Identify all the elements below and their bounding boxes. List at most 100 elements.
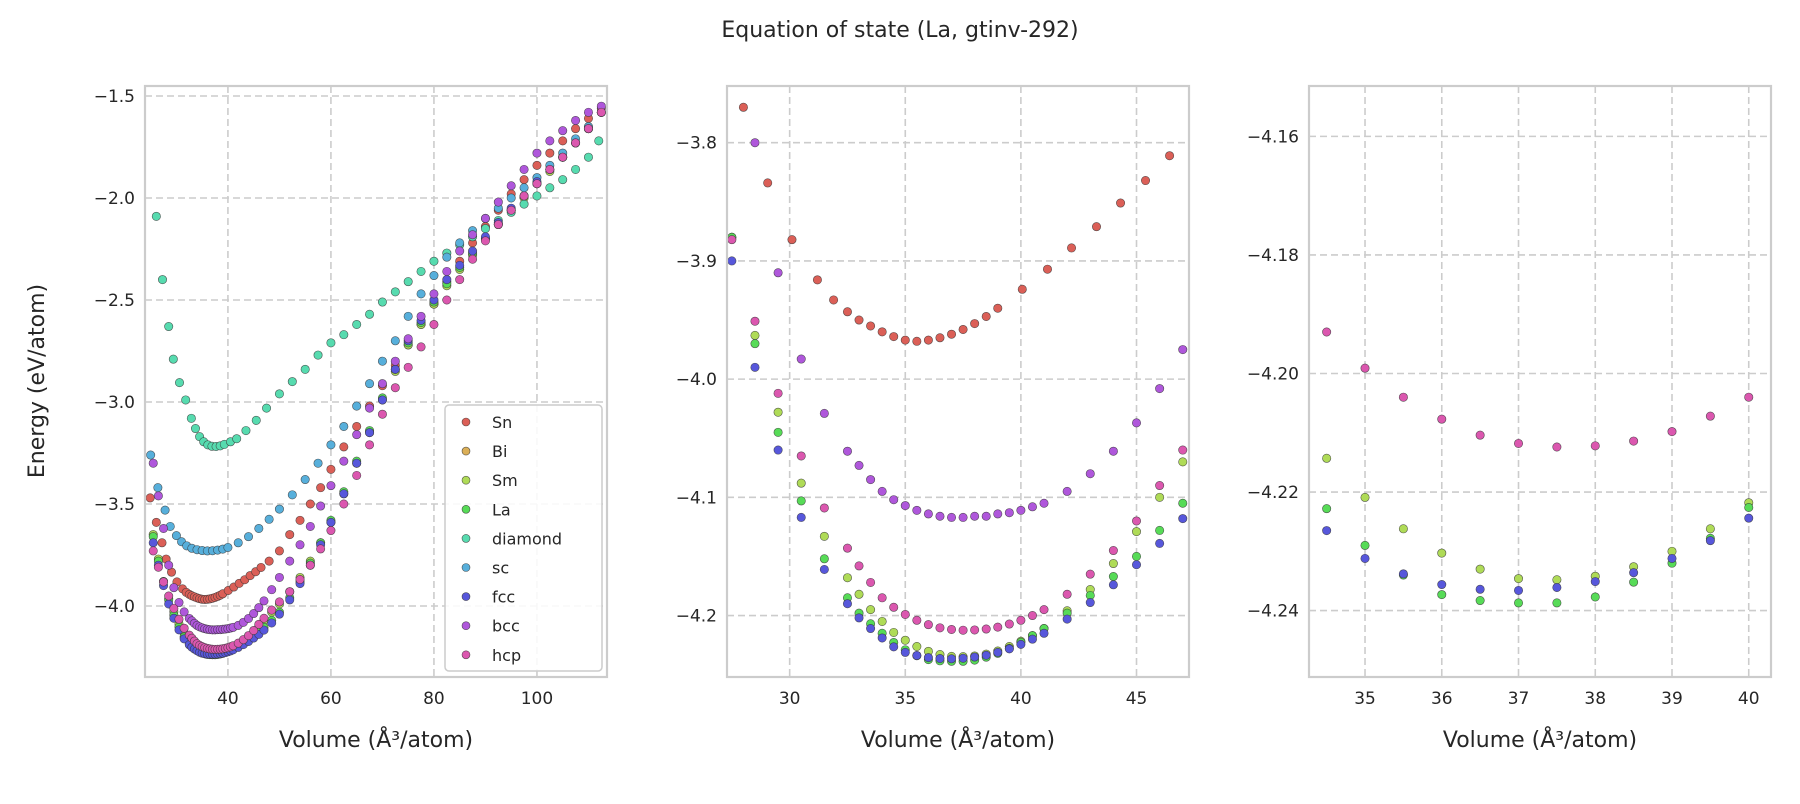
point-Sn [935,333,945,343]
legend-marker [461,504,471,514]
point-bcc [993,509,1003,519]
point-fcc [1322,526,1332,536]
point-fcc [1360,553,1370,563]
point-bcc [259,596,269,606]
legend-marker [461,475,471,485]
point-Sm [854,589,864,599]
legend-label: sc [492,559,509,578]
point-diamond [545,183,555,193]
series-hcp [1322,327,1754,452]
point-bcc [316,501,326,511]
point-sc [429,271,439,281]
figure-title: Equation of state (La, gtinv-292) [721,18,1078,43]
point-bcc [866,475,876,485]
point-hcp [1062,589,1072,599]
y-tick-label: −4.0 [676,370,717,390]
point-bcc [1062,486,1072,496]
point-hcp [390,383,400,393]
point-fcc [326,517,336,527]
point-bcc [1132,418,1142,428]
point-hcp [889,602,899,612]
point-hcp [1004,619,1014,629]
point-Sm [1475,564,1485,574]
point-sc [416,289,426,299]
series-fcc [727,256,1188,664]
point-Sn [1141,176,1151,186]
point-fcc [259,625,269,635]
point-bcc [365,403,375,413]
point-Sn [970,319,980,329]
point-Sn [339,442,349,452]
point-diamond [594,136,604,146]
point-fcc [877,633,887,643]
point-bcc [935,511,945,521]
legend-label: diamond [492,529,562,548]
point-bcc [1155,384,1165,394]
point-La [1155,525,1165,535]
point-sc [264,514,274,524]
point-Sm [877,616,887,626]
point-hcp [923,620,933,630]
legend-item-fcc: fcc [461,588,515,607]
point-bcc [403,334,413,344]
legend-marker [461,446,471,456]
point-Sn [981,311,991,321]
point-sc [300,475,310,485]
point-Sn [151,517,161,527]
legend-item-bcc: bcc [461,617,520,636]
point-bcc [773,268,783,278]
point-La [1590,592,1600,602]
point-bcc [390,356,400,366]
point-Sn [889,332,899,342]
point-La [1360,540,1370,550]
point-bcc [1039,498,1049,508]
point-sc [244,532,254,542]
point-hcp [947,624,957,634]
point-diamond [403,277,413,287]
y-tick-label: −3.8 [676,134,717,154]
point-sc [506,193,516,203]
point-diamond [583,152,593,162]
y-tick-label: −4.0 [94,597,135,617]
y-tick-label: −3.0 [94,393,135,413]
point-bcc [506,181,516,191]
point-sc [153,483,163,493]
point-diamond [519,199,529,209]
point-hcp [148,546,158,556]
point-Sn [912,336,922,346]
point-diamond [339,330,349,340]
point-fcc [1398,569,1408,579]
point-bcc [571,115,581,125]
point-La [773,427,783,437]
point-hcp [493,220,503,230]
point-hcp [1027,611,1037,621]
point-Sm [1514,574,1524,584]
point-fcc [455,260,465,270]
point-bcc [889,495,899,505]
point-bcc [326,481,336,491]
point-Sn [274,546,284,556]
point-fcc [148,538,158,548]
legend-label: Sn [492,413,512,432]
point-hcp [339,499,349,509]
point-bcc [274,572,284,582]
subplots: 40 60 80 100 −1.5 −2.0 −2.5 −3.0 −3.5 −4.0 Volume … [94,84,1773,753]
point-diamond [151,211,161,221]
point-sc [287,490,297,500]
point-Sn [993,303,1003,313]
point-hcp [727,235,737,245]
point-fcc [442,275,452,285]
point-hcp [365,440,375,450]
point-hcp [169,603,179,613]
point-fcc [889,642,899,652]
point-Sn [900,335,910,345]
legend-item-sc: sc [461,559,509,578]
point-La [1744,502,1754,512]
legend-marker [461,534,471,543]
point-bcc [254,603,264,613]
point-fcc [981,650,991,660]
point-fcc [773,445,783,455]
point-Sn [866,321,876,331]
point-bcc [468,230,478,240]
point-bcc [947,512,957,522]
